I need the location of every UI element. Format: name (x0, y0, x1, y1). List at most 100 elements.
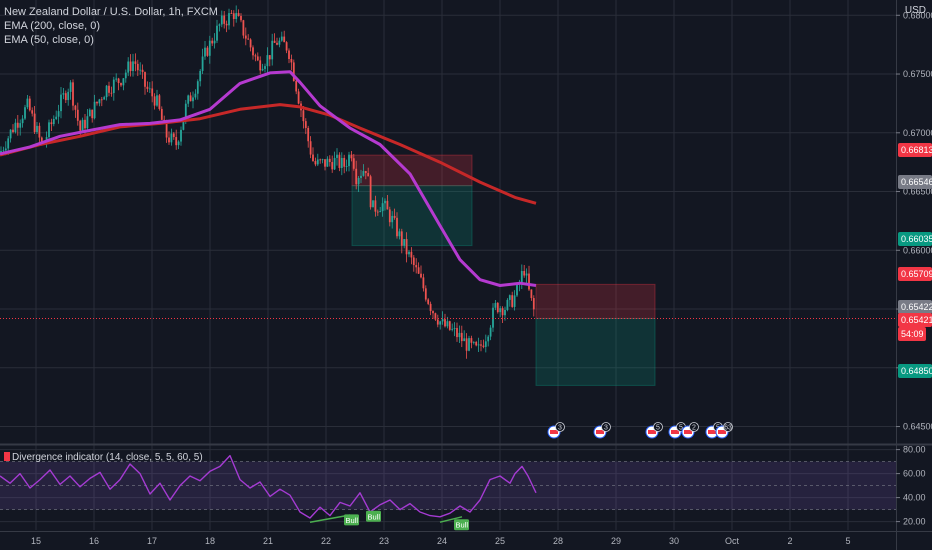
candle (100, 96, 103, 107)
candle-body (12, 129, 14, 133)
candle (336, 148, 338, 166)
candle-body (393, 215, 396, 218)
candle (338, 152, 341, 172)
candle-body (146, 86, 149, 89)
candle-body (492, 307, 494, 328)
candle (105, 85, 108, 101)
candle-body (98, 99, 101, 104)
candle (192, 91, 194, 109)
ema50-legend[interactable]: EMA (50, close, 0) (4, 34, 94, 46)
candle-body (367, 173, 370, 177)
ema200-legend[interactable]: EMA (200, close, 0) (4, 20, 100, 32)
candle-body (302, 110, 305, 122)
candle (328, 155, 331, 167)
price-label-badge (898, 175, 932, 189)
indicator-title-text: Divergence indicator (14, close, 5, 5, 6… (12, 452, 203, 463)
candle (122, 78, 125, 91)
candle-body (247, 38, 250, 40)
candle-body (405, 239, 408, 255)
candle (417, 262, 420, 275)
candle-body (444, 319, 446, 327)
candle-body (343, 157, 346, 167)
candle (86, 109, 89, 131)
candle-body (496, 302, 499, 313)
symbol-legend[interactable]: New Zealand Dollar / U.S. Dollar, 1h, FX… (4, 6, 218, 18)
candle (410, 247, 413, 265)
candle-body (501, 308, 504, 316)
candle-body (213, 40, 216, 44)
candle-body (451, 328, 454, 330)
candle (480, 340, 482, 352)
candle (69, 80, 72, 100)
candle (237, 9, 240, 17)
candle-body (28, 98, 31, 111)
candle (14, 118, 17, 134)
candle (508, 294, 511, 307)
candle (62, 87, 65, 100)
candle (400, 228, 403, 254)
candle-body (520, 271, 523, 284)
price-label-badge (898, 313, 932, 327)
stop-loss-zone (535, 283, 656, 319)
candle-body (321, 159, 324, 161)
candle (76, 102, 79, 126)
candle (304, 118, 307, 135)
event-flag-stripe (708, 430, 716, 434)
candle-body (72, 82, 74, 106)
candle-body (307, 127, 310, 142)
candle (482, 339, 485, 349)
candle-body (249, 39, 252, 48)
candle-body (122, 78, 125, 86)
candle-body (110, 92, 113, 94)
time-tick-label: 23 (379, 536, 389, 546)
indicator-axis: 20.00 40.00 60.00 80.00 (896, 445, 926, 527)
candle (151, 81, 154, 103)
candle (199, 69, 202, 87)
time-tick-label: 22 (321, 536, 331, 546)
candle-body (276, 42, 278, 45)
candle (408, 250, 410, 258)
candle-body (290, 58, 293, 63)
candle (427, 298, 430, 306)
event-flag-stripe (550, 430, 558, 434)
candle-body (278, 40, 281, 45)
candle-body (316, 159, 319, 165)
event-flag-stripe (718, 430, 726, 434)
candle-body (199, 70, 202, 82)
candle (432, 310, 434, 319)
candle (393, 208, 396, 220)
candle-body (434, 313, 437, 320)
candle-body (237, 13, 240, 16)
candle-body (220, 15, 223, 25)
candle-body (211, 40, 214, 44)
candle-body (24, 107, 26, 119)
candle-body (362, 171, 365, 176)
candle-body (424, 288, 427, 300)
candle (516, 283, 518, 297)
indicator-title[interactable]: Divergence indicator (14, close, 5, 5, 6… (4, 452, 203, 463)
event-count: 5 (656, 425, 660, 432)
candle-body (204, 47, 206, 57)
candle-body (268, 55, 271, 60)
price-label-badge (898, 300, 932, 314)
candle (19, 119, 22, 136)
candle (340, 152, 343, 176)
candle-body (477, 344, 480, 346)
candle-body (528, 273, 530, 290)
candle-body (196, 81, 199, 94)
candle-body (153, 96, 156, 106)
candle (309, 136, 312, 159)
candle (93, 94, 96, 120)
candle-body (129, 61, 132, 72)
indicator-tick-label: 40.00 (903, 493, 926, 503)
price-label-text: 0.66546 (901, 177, 932, 187)
candle (177, 140, 180, 150)
candle (156, 89, 158, 107)
candle-body (218, 24, 221, 26)
candle-body (463, 338, 466, 342)
candle (213, 33, 216, 49)
candle (211, 37, 214, 47)
candle-body (415, 265, 418, 268)
